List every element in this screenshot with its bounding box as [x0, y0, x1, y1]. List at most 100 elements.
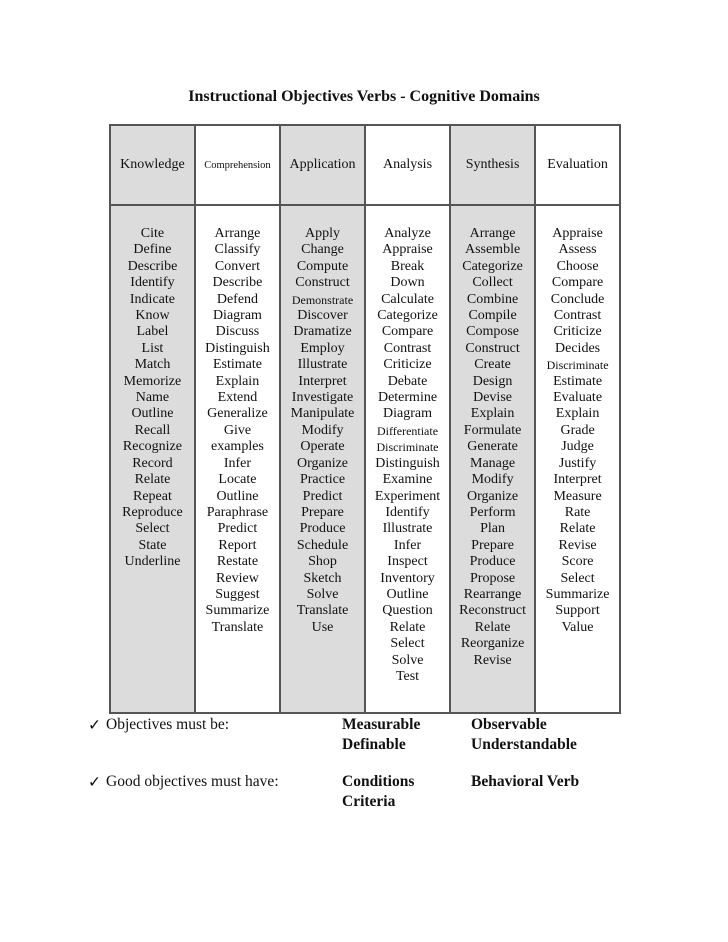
- verb: Relate: [389, 619, 426, 635]
- verb: Summarize: [205, 603, 270, 619]
- column-header-application: Application: [278, 124, 367, 206]
- verb: examples: [211, 439, 264, 455]
- verb: Dramatize: [293, 324, 352, 340]
- verb: List: [141, 340, 164, 356]
- verb: Extend: [217, 390, 258, 406]
- verb: Rate: [564, 504, 591, 520]
- verb: Sketch: [303, 570, 342, 586]
- verb: Organize: [467, 488, 519, 504]
- verb: Predict: [302, 488, 343, 504]
- column-header-evaluation: Evaluation: [534, 124, 621, 206]
- verb: Relate: [474, 619, 511, 635]
- verb: Indicate: [129, 291, 175, 307]
- column-header-synthesis: Synthesis: [448, 124, 537, 206]
- verb: Summarize: [545, 586, 610, 602]
- verb: Cite: [140, 226, 165, 241]
- note-label: Good objectives must have:: [106, 773, 279, 790]
- verb: Break: [390, 258, 425, 274]
- verb: Judge: [561, 439, 594, 455]
- note-value: Measurable: [342, 716, 421, 733]
- verb: Evaluate: [553, 390, 603, 406]
- column-verbs-comprehension: Arrange Classify Convert Describe Defend Diag…: [193, 204, 281, 714]
- verb: Locate: [218, 472, 257, 488]
- verb: Diagram: [383, 406, 432, 422]
- verb: Reorganize: [460, 636, 525, 652]
- verb: Propose: [470, 570, 516, 586]
- note-value: Definable: [342, 736, 406, 753]
- verb: Translate: [296, 603, 349, 619]
- verb: Produce: [299, 521, 346, 537]
- verb: Demonstrate: [291, 292, 354, 307]
- column-verbs-evaluation: Appraise Assess Choose Compare Conclude Contr…: [534, 204, 621, 714]
- verb: Define: [133, 242, 172, 258]
- verb: Give: [223, 422, 252, 438]
- verb: Arrange: [214, 226, 261, 241]
- verb: Appraise: [552, 226, 603, 241]
- verb: Assemble: [464, 242, 521, 258]
- verb: Estimate: [212, 357, 262, 373]
- verb: Recall: [134, 422, 171, 438]
- verb: Review: [216, 570, 259, 586]
- verb: Prepare: [301, 504, 344, 520]
- verb: Infer: [393, 537, 422, 553]
- column-verbs-application: Apply Change Compute Construct Demonstrate Di…: [278, 204, 367, 714]
- verb: Justify: [558, 455, 597, 471]
- verb: Test: [395, 668, 420, 684]
- verb: Modify: [301, 422, 344, 438]
- verb: Contrast: [553, 308, 602, 324]
- verb: Differentiate: [376, 423, 439, 438]
- verb: Predict: [217, 521, 258, 537]
- verb: Compose: [466, 324, 519, 340]
- document-title: Instructional Objectives Verbs - Cogniti…: [188, 88, 540, 105]
- verb: Shop: [308, 554, 337, 570]
- verb: Rearrange: [463, 586, 522, 602]
- verb: Infer: [223, 455, 252, 471]
- column-header-knowledge: Knowledge: [109, 124, 196, 206]
- verb: Down: [390, 275, 425, 291]
- verb: Convert: [214, 258, 260, 274]
- verb: Debate: [387, 373, 428, 389]
- verb: Change: [301, 242, 344, 258]
- verb: Identify: [130, 275, 175, 291]
- verb: Categorize: [462, 258, 523, 274]
- verb: Criticize: [553, 324, 602, 340]
- verb: Report: [218, 537, 257, 553]
- verb: Question: [382, 603, 433, 619]
- verb: Suggest: [215, 586, 260, 602]
- note-label: Objectives must be:: [106, 716, 230, 733]
- verb: Appraise: [382, 242, 433, 258]
- verb: Describe: [127, 258, 178, 274]
- verb: Decides: [555, 340, 601, 356]
- verb: Compare: [381, 324, 434, 340]
- verb: Schedule: [296, 537, 349, 553]
- verb: Explain: [215, 373, 260, 389]
- verb: Select: [560, 570, 595, 586]
- verb: Organize: [296, 455, 349, 471]
- verb: Generalize: [207, 406, 268, 422]
- verb: Experiment: [374, 488, 441, 504]
- verb: Match: [134, 357, 171, 373]
- column-verbs-knowledge: Cite Define Describe Identify Indicate Know La…: [109, 204, 196, 714]
- verb: Interpret: [553, 472, 602, 488]
- verb: Manipulate: [290, 406, 355, 422]
- verb: Relate: [134, 472, 171, 488]
- verb: Repeat: [133, 488, 172, 504]
- verb: Combine: [466, 291, 519, 307]
- verb: State: [138, 537, 167, 553]
- verb: Determine: [377, 390, 438, 406]
- verb: Measure: [553, 488, 602, 504]
- verb: Modify: [471, 472, 514, 488]
- verb: Conclude: [550, 291, 605, 307]
- verb: Compute: [296, 258, 349, 274]
- verb: Estimate: [553, 373, 603, 389]
- verb: Paraphrase: [206, 504, 269, 520]
- verb: Construct: [465, 340, 520, 356]
- verb: Recognize: [122, 439, 182, 455]
- verb: Collect: [472, 275, 513, 291]
- verb: Produce: [469, 554, 516, 570]
- verb: Create: [474, 357, 511, 373]
- verb: Outline: [386, 586, 429, 602]
- verb: Operate: [300, 439, 345, 455]
- verb: Classify: [214, 242, 261, 258]
